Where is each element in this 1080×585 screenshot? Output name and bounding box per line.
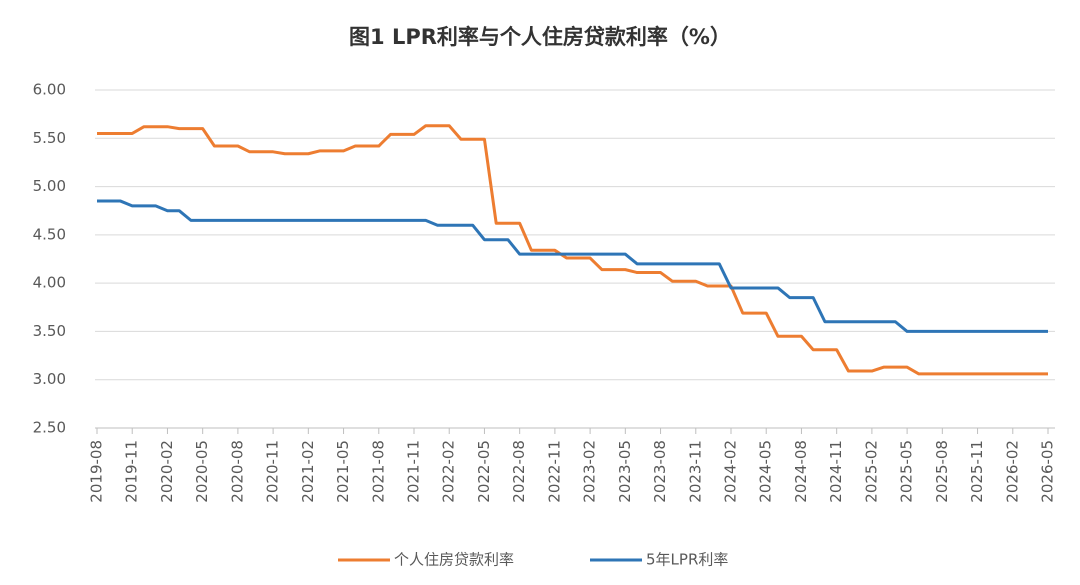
x-tick-label: 2020-08 [228, 440, 246, 503]
x-tick-label: 2024-11 [827, 440, 845, 503]
x-tick-label: 2021-02 [299, 440, 317, 503]
x-tick-label: 2026-02 [1003, 440, 1021, 503]
x-tick-label: 2022-05 [475, 440, 493, 503]
y-tick-label: 6.00 [33, 81, 66, 99]
x-tick-label: 2026-05 [1039, 440, 1057, 503]
x-tick-label: 2021-11 [405, 440, 423, 503]
x-tick-label: 2020-02 [158, 440, 176, 503]
y-tick-label: 5.00 [33, 177, 66, 195]
x-tick-label: 2024-02 [722, 440, 740, 503]
x-tick-label: 2023-11 [686, 440, 704, 503]
x-tick-label: 2025-02 [862, 440, 880, 503]
x-tick-label: 2024-08 [792, 440, 810, 503]
x-tick-label: 2025-05 [898, 440, 916, 503]
y-tick-label: 5.50 [33, 129, 66, 147]
x-tick-label: 2021-05 [334, 440, 352, 503]
y-tick-label: 4.50 [33, 225, 66, 243]
legend-label: 5年LPR利率 [646, 551, 728, 569]
x-tick-label: 2020-11 [264, 440, 282, 503]
y-tick-label: 3.50 [33, 322, 66, 340]
x-tick-label: 2019-08 [88, 440, 106, 503]
x-tick-label: 2023-05 [616, 440, 634, 503]
x-tick-label: 2020-05 [193, 440, 211, 503]
y-tick-label: 4.00 [33, 274, 66, 292]
data-line [97, 124, 1048, 376]
x-tick-label: 2024-05 [757, 440, 775, 503]
x-tick-label: 2023-02 [581, 440, 599, 503]
x-tick-label: 2025-08 [933, 440, 951, 503]
x-tick-label: 2019-11 [123, 440, 141, 503]
chart-title: 图1 LPR利率与个人住房贷款利率（%） [349, 25, 731, 49]
x-tick-label: 2023-08 [651, 440, 669, 503]
x-tick-label: 2025-11 [968, 440, 986, 503]
x-tick-label: 2021-08 [369, 440, 387, 503]
x-tick-label: 2022-08 [510, 440, 528, 503]
y-tick-label: 2.50 [33, 419, 66, 437]
data-line [97, 199, 1048, 333]
x-tick-label: 2022-11 [545, 440, 563, 503]
y-tick-label: 3.00 [33, 370, 66, 388]
x-tick-label: 2022-02 [440, 440, 458, 503]
legend-label: 个人住房贷款利率 [394, 551, 514, 569]
